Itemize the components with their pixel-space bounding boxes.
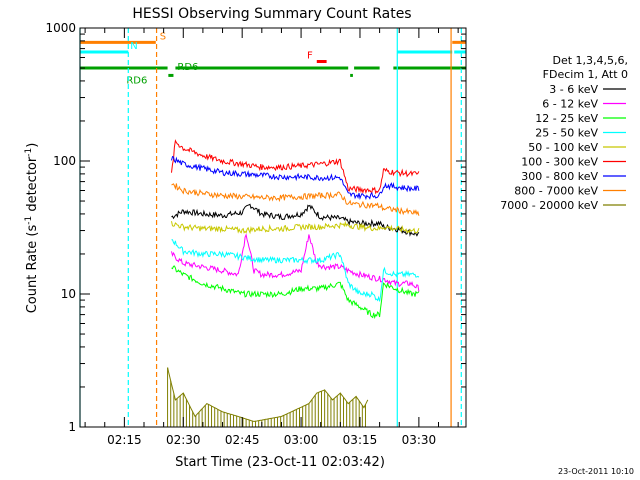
state-label-4: F [307, 50, 313, 61]
y-axis-ticks: 1 10 100 1000 [45, 21, 466, 434]
series-line-6 [171, 155, 420, 201]
series-line-8 [167, 367, 369, 423]
y-tick-label-1: 10 [61, 287, 76, 301]
x-tick-label-4: 03:15 [343, 433, 378, 447]
legend-label-6: 300 - 800 keV [521, 170, 598, 183]
timestamp: 23-Oct-2011 10:10 [558, 467, 634, 476]
series-line-3 [171, 239, 420, 302]
series-line-5 [171, 139, 420, 195]
series-line-1 [171, 233, 420, 292]
x-tick-label-1: 02:30 [166, 433, 201, 447]
series-lines [167, 139, 420, 427]
y-axis-label-mid: detector [25, 156, 40, 216]
x-axis-ticks: 02:15 02:30 02:45 03:00 03:15 03:30 [84, 28, 459, 447]
state-label-0: S [160, 31, 166, 42]
y-axis-label: Count Rate (s-1 detector-1) [24, 143, 40, 314]
legend-label-1: 6 - 12 keV [542, 98, 598, 111]
series-line-2 [171, 265, 420, 320]
legend-label-2: 12 - 25 keV [535, 112, 598, 125]
legend-label-8: 7000 - 20000 keV [500, 199, 598, 212]
y-tick-label-2: 100 [53, 154, 76, 168]
y-axis-label-end: ) [25, 143, 40, 148]
legend-label-4: 50 - 100 keV [528, 141, 598, 154]
x-axis-label: Start Time (23-Oct-11 02:03:42) [175, 455, 385, 470]
y-tick-label-3: 1000 [45, 21, 76, 35]
chart-title: HESSI Observing Summary Count Rates [132, 6, 411, 22]
plot-frame [79, 27, 467, 428]
state-label-1: N [130, 41, 137, 52]
legend-label-7: 800 - 7000 keV [514, 185, 598, 198]
series-line-0 [171, 203, 420, 237]
x-tick-label-5: 03:30 [402, 433, 437, 447]
series-line-4 [171, 220, 420, 235]
y-tick-label-0: 1 [68, 420, 76, 434]
series-line-7 [171, 183, 420, 216]
state-label-2: RD6 [177, 62, 198, 73]
legend-label-5: 100 - 300 keV [521, 156, 598, 169]
state-label-3: RD6 [126, 75, 147, 86]
legend-label-0: 3 - 6 keV [549, 83, 598, 96]
legend-header-1: Det 1,3,4,5,6, [552, 54, 628, 67]
state-bars: S N RD6 RD6 F [80, 31, 466, 86]
legend: Det 1,3,4,5,6, FDecim 1, Att 0 3 - 6 keV… [500, 54, 628, 212]
legend-header-2: FDecim 1, Att 0 [543, 68, 628, 81]
x-tick-label-2: 02:45 [225, 433, 260, 447]
legend-label-3: 25 - 50 keV [535, 127, 598, 140]
y-axis-label-sup2: -1 [24, 148, 34, 157]
y-axis-label-main: Count Rate (s [25, 225, 40, 314]
x-tick-label-3: 03:00 [284, 433, 319, 447]
y-axis-label-sup1: -1 [24, 216, 34, 225]
x-tick-label-0: 02:15 [107, 433, 142, 447]
